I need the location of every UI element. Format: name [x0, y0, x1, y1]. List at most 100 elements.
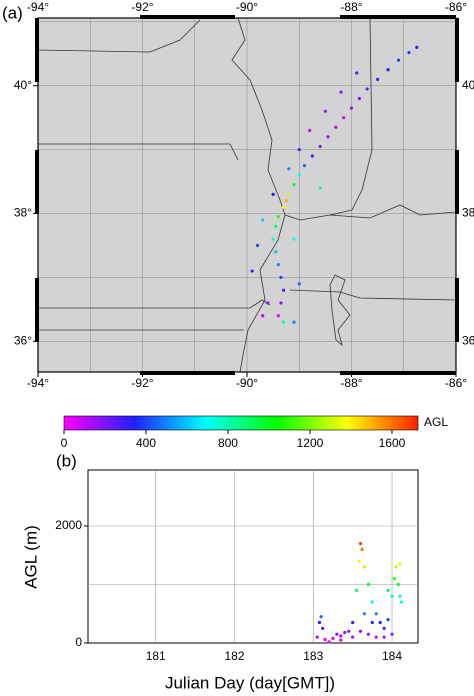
track-point	[297, 148, 301, 152]
y-tick-label: 0	[75, 635, 82, 649]
x-tick-label: -86°	[445, 376, 467, 390]
colorbar-tick-label: 800	[218, 436, 238, 450]
x-tick-label: 181	[146, 649, 166, 663]
track-point	[281, 320, 286, 324]
colorbar-tick-label: 1600	[379, 436, 406, 450]
point	[386, 617, 390, 622]
point	[315, 635, 319, 639]
track-point	[287, 167, 291, 171]
track-point	[266, 301, 270, 305]
point	[398, 562, 402, 566]
point	[351, 635, 355, 639]
y-tick-label: 40°	[462, 78, 474, 92]
track-point	[302, 164, 307, 168]
point	[335, 632, 339, 636]
track-point	[281, 288, 286, 292]
track-point	[250, 269, 254, 273]
x-tick-label: 182	[224, 649, 244, 663]
point	[390, 594, 394, 598]
point	[321, 626, 325, 630]
x-tick-label: -90°	[236, 0, 258, 14]
track-point	[297, 282, 301, 286]
point	[370, 620, 374, 625]
x-tick-label: -92°	[131, 0, 153, 14]
track-point	[310, 154, 314, 158]
point	[360, 547, 364, 551]
track-point	[376, 77, 380, 81]
panel-label: (a)	[2, 3, 23, 22]
point	[317, 620, 322, 625]
point	[362, 612, 367, 616]
point	[392, 577, 396, 581]
track-point	[318, 144, 322, 149]
map-points	[250, 45, 419, 324]
point	[362, 565, 367, 569]
point	[319, 615, 323, 619]
colorbar-label: AGL	[424, 415, 448, 429]
track-point	[326, 135, 330, 139]
point	[374, 612, 378, 616]
x-tick-label: -86°	[445, 0, 467, 14]
track-point	[365, 87, 369, 91]
point	[339, 634, 343, 638]
track-point	[342, 116, 346, 120]
track-point	[281, 205, 286, 209]
y-tick-label: 38°	[462, 206, 474, 220]
track-point	[287, 192, 291, 196]
track-point	[276, 314, 280, 318]
point	[382, 635, 386, 639]
point	[339, 638, 343, 642]
map-grid	[38, 18, 456, 372]
point	[343, 630, 347, 635]
x-tick-label: -92°	[131, 376, 153, 390]
track-point	[292, 183, 296, 187]
point	[394, 565, 398, 569]
y-tick-label: 2000	[55, 518, 82, 532]
plot-area	[87, 469, 419, 644]
y-tick-label: 36°	[462, 334, 474, 348]
point	[358, 629, 363, 633]
track-point	[276, 263, 280, 267]
colorbar-tick-label: 1200	[297, 436, 324, 450]
x-tick-label: 183	[303, 649, 323, 663]
colorbar-tick-label: 0	[61, 436, 68, 450]
point	[357, 559, 361, 563]
track-point	[255, 243, 260, 248]
y-tick-label: 36°	[14, 334, 32, 348]
x-axis-label: Julian Day (day[GMT])	[165, 673, 335, 692]
track-point	[271, 237, 275, 241]
x-tick-label: 184	[382, 649, 402, 663]
track-point	[339, 90, 343, 94]
panel-label: (b)	[56, 451, 77, 470]
track-point	[261, 314, 265, 318]
point	[354, 588, 359, 592]
point	[390, 632, 394, 636]
point	[327, 640, 331, 644]
point	[370, 600, 374, 604]
colorbar-tick-label: 400	[136, 436, 156, 450]
point	[358, 541, 363, 546]
x-tick-label: -88°	[340, 0, 362, 14]
track-point	[407, 50, 411, 55]
track-point	[274, 224, 278, 228]
point	[396, 582, 400, 587]
y-tick-label: 40°	[14, 78, 32, 92]
frame-ticks	[35, 15, 459, 375]
point	[331, 636, 335, 640]
track-point	[355, 71, 359, 75]
x-tick-label: -90°	[236, 376, 258, 390]
y-axis-label: AGL (m)	[21, 525, 40, 589]
point	[398, 594, 402, 598]
track-point	[284, 199, 288, 203]
track-point	[274, 250, 278, 254]
point	[351, 620, 355, 625]
point	[347, 629, 351, 633]
track-point	[279, 301, 283, 305]
track-point	[261, 218, 265, 222]
point	[374, 635, 378, 639]
track-point	[271, 192, 275, 196]
track-point	[308, 128, 312, 133]
track-point	[292, 320, 296, 324]
point	[323, 637, 327, 642]
